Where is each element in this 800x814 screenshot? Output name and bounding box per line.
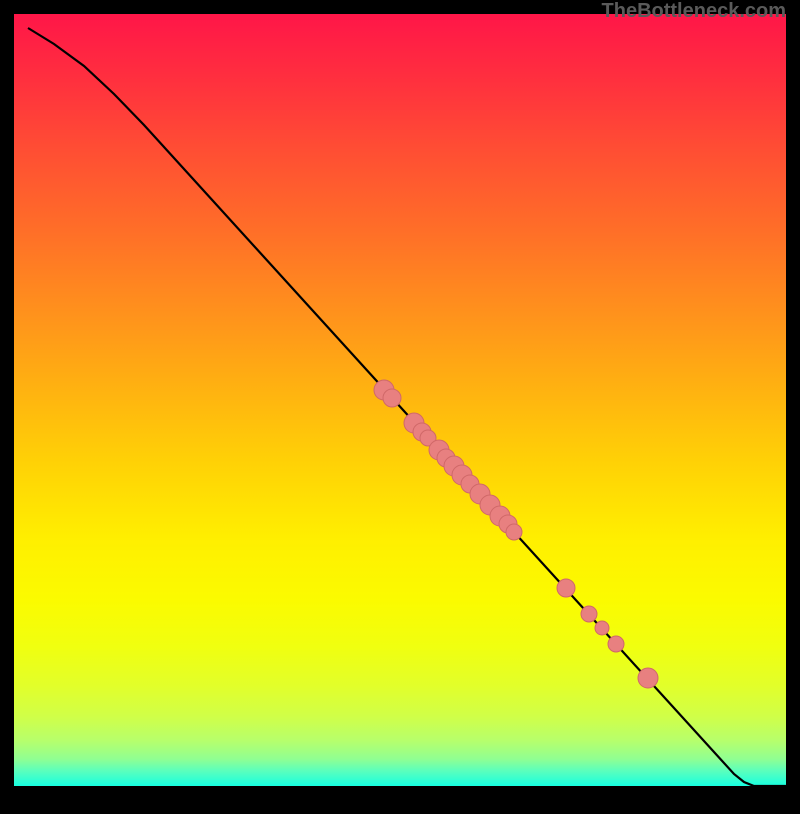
data-point: [608, 636, 624, 652]
data-point: [557, 579, 575, 597]
plot-area: [14, 14, 786, 786]
data-point: [595, 621, 609, 635]
data-markers: [374, 380, 658, 688]
chart-overlay: [14, 14, 800, 814]
bottleneck-curve: [28, 28, 800, 786]
data-point: [506, 524, 522, 540]
data-point: [383, 389, 401, 407]
data-point: [581, 606, 597, 622]
data-point: [638, 668, 658, 688]
watermark-text: TheBottleneck.com: [602, 0, 786, 23]
